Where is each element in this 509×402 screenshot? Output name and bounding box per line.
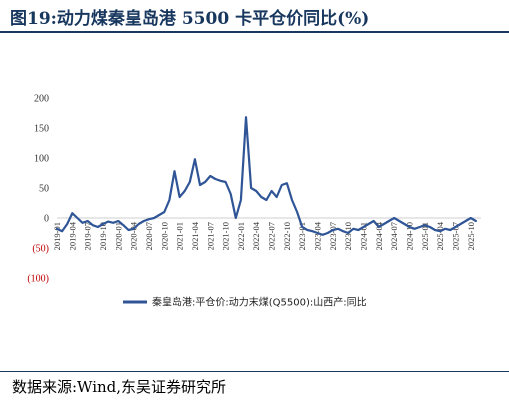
x-tick-label: 2022-04: [251, 221, 261, 250]
y-tick-label: 150: [34, 124, 49, 135]
x-tick-label: 2019-10: [98, 222, 108, 250]
x-tick-label: 2025-01: [420, 222, 430, 250]
x-tick-label: 2023-04: [313, 221, 323, 250]
x-tick-label: 2022-07: [267, 222, 277, 250]
series-line: [55, 116, 477, 236]
y-tick-label: (100): [27, 274, 49, 285]
source-note: 数据来源:Wind,东吴证券研究所: [12, 378, 227, 396]
y-tick-label: 200: [34, 94, 49, 105]
footer-rule: [0, 371, 509, 372]
legend-label: 秦皇岛港:平仓价:动力末煤(Q5500):山西产:同比: [152, 296, 367, 309]
x-tick-label: 2024-04: [374, 221, 384, 250]
y-axis: 200 150 100 50 0 (50) (100): [27, 94, 49, 285]
x-tick-label: 2025-07: [450, 222, 460, 250]
x-axis: 2019-01 2019-04 2019-07 2019-10 2020-01 2020-…: [52, 221, 476, 250]
x-tick-label: 2024-10: [404, 222, 414, 250]
x-tick-label: 2021-04: [190, 221, 200, 250]
x-tick-label: 2025-04: [435, 221, 445, 250]
x-tick-label: 2021-10: [221, 222, 231, 250]
x-tick-label: 2020-07: [144, 222, 154, 250]
y-tick-label: 0: [44, 214, 49, 225]
x-tick-label: 2022-01: [236, 222, 246, 250]
y-tick-label: (50): [32, 244, 49, 255]
series-group: [55, 116, 477, 236]
legend: 秦皇岛港:平仓价:动力末煤(Q5500):山西产:同比: [123, 296, 367, 309]
x-tick-label: 2019-04: [67, 221, 77, 250]
x-tick-label: 2024-07: [389, 222, 399, 250]
x-tick-label: 2024-01: [359, 222, 369, 250]
y-tick-label: 100: [34, 154, 49, 165]
x-tick-label: 2019-07: [83, 222, 93, 250]
x-tick-label: 2023-01: [297, 222, 307, 250]
figure-title: 图19:动力煤秦皇岛港 5500 卡平仓价同比(%): [10, 9, 370, 29]
x-tick-label: 2023-10: [343, 222, 353, 250]
title-rule: [0, 31, 509, 33]
x-tick-label: 2019-01: [52, 222, 62, 250]
x-tick-label: 2021-07: [205, 222, 215, 250]
x-tick-label: 2022-10: [282, 222, 292, 250]
y-tick-label: 50: [39, 184, 49, 195]
x-tick-label: 2020-01: [113, 222, 123, 250]
x-tick-label: 2023-07: [328, 222, 338, 250]
x-tick-label: 2025-10: [466, 222, 476, 250]
title-bar: 图19:动力煤秦皇岛港 5500 卡平仓价同比(%): [0, 0, 509, 34]
x-tick-label: 2020-04: [129, 221, 139, 250]
x-tick-label: 2021-01: [175, 222, 185, 250]
x-tick-label: 2020-10: [159, 222, 169, 250]
